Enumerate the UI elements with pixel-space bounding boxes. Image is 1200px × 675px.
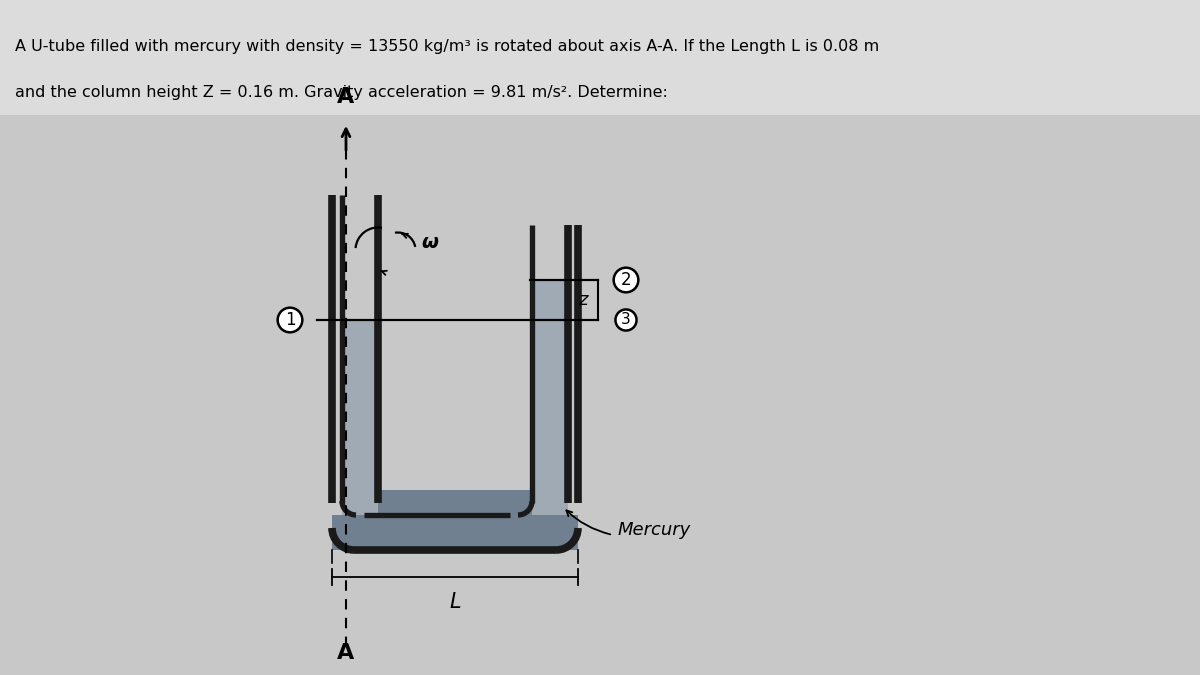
Bar [0, 115, 1200, 675]
Text: Mercury: Mercury [618, 521, 691, 539]
Text: z: z [578, 291, 588, 309]
Text: A: A [337, 87, 355, 107]
Bar [532, 280, 568, 530]
Text: 1: 1 [284, 311, 295, 329]
Text: A U-tube filled with mercury with density = 13550 kg/m³ is rotated about axis A-: A U-tube filled with mercury with densit… [14, 40, 880, 55]
Bar [378, 490, 532, 545]
Text: A: A [337, 643, 355, 663]
Bar [342, 500, 568, 530]
Text: L: L [449, 592, 461, 612]
Bar [342, 320, 378, 530]
Bar [332, 515, 578, 550]
Text: ω: ω [421, 232, 438, 252]
Text: 2: 2 [620, 271, 631, 289]
Text: 3: 3 [622, 313, 631, 327]
Bar [0, 0, 1200, 115]
Text: and the column height Z = 0.16 m. Gravity acceleration = 9.81 m/s². Determine:: and the column height Z = 0.16 m. Gravit… [14, 86, 668, 101]
